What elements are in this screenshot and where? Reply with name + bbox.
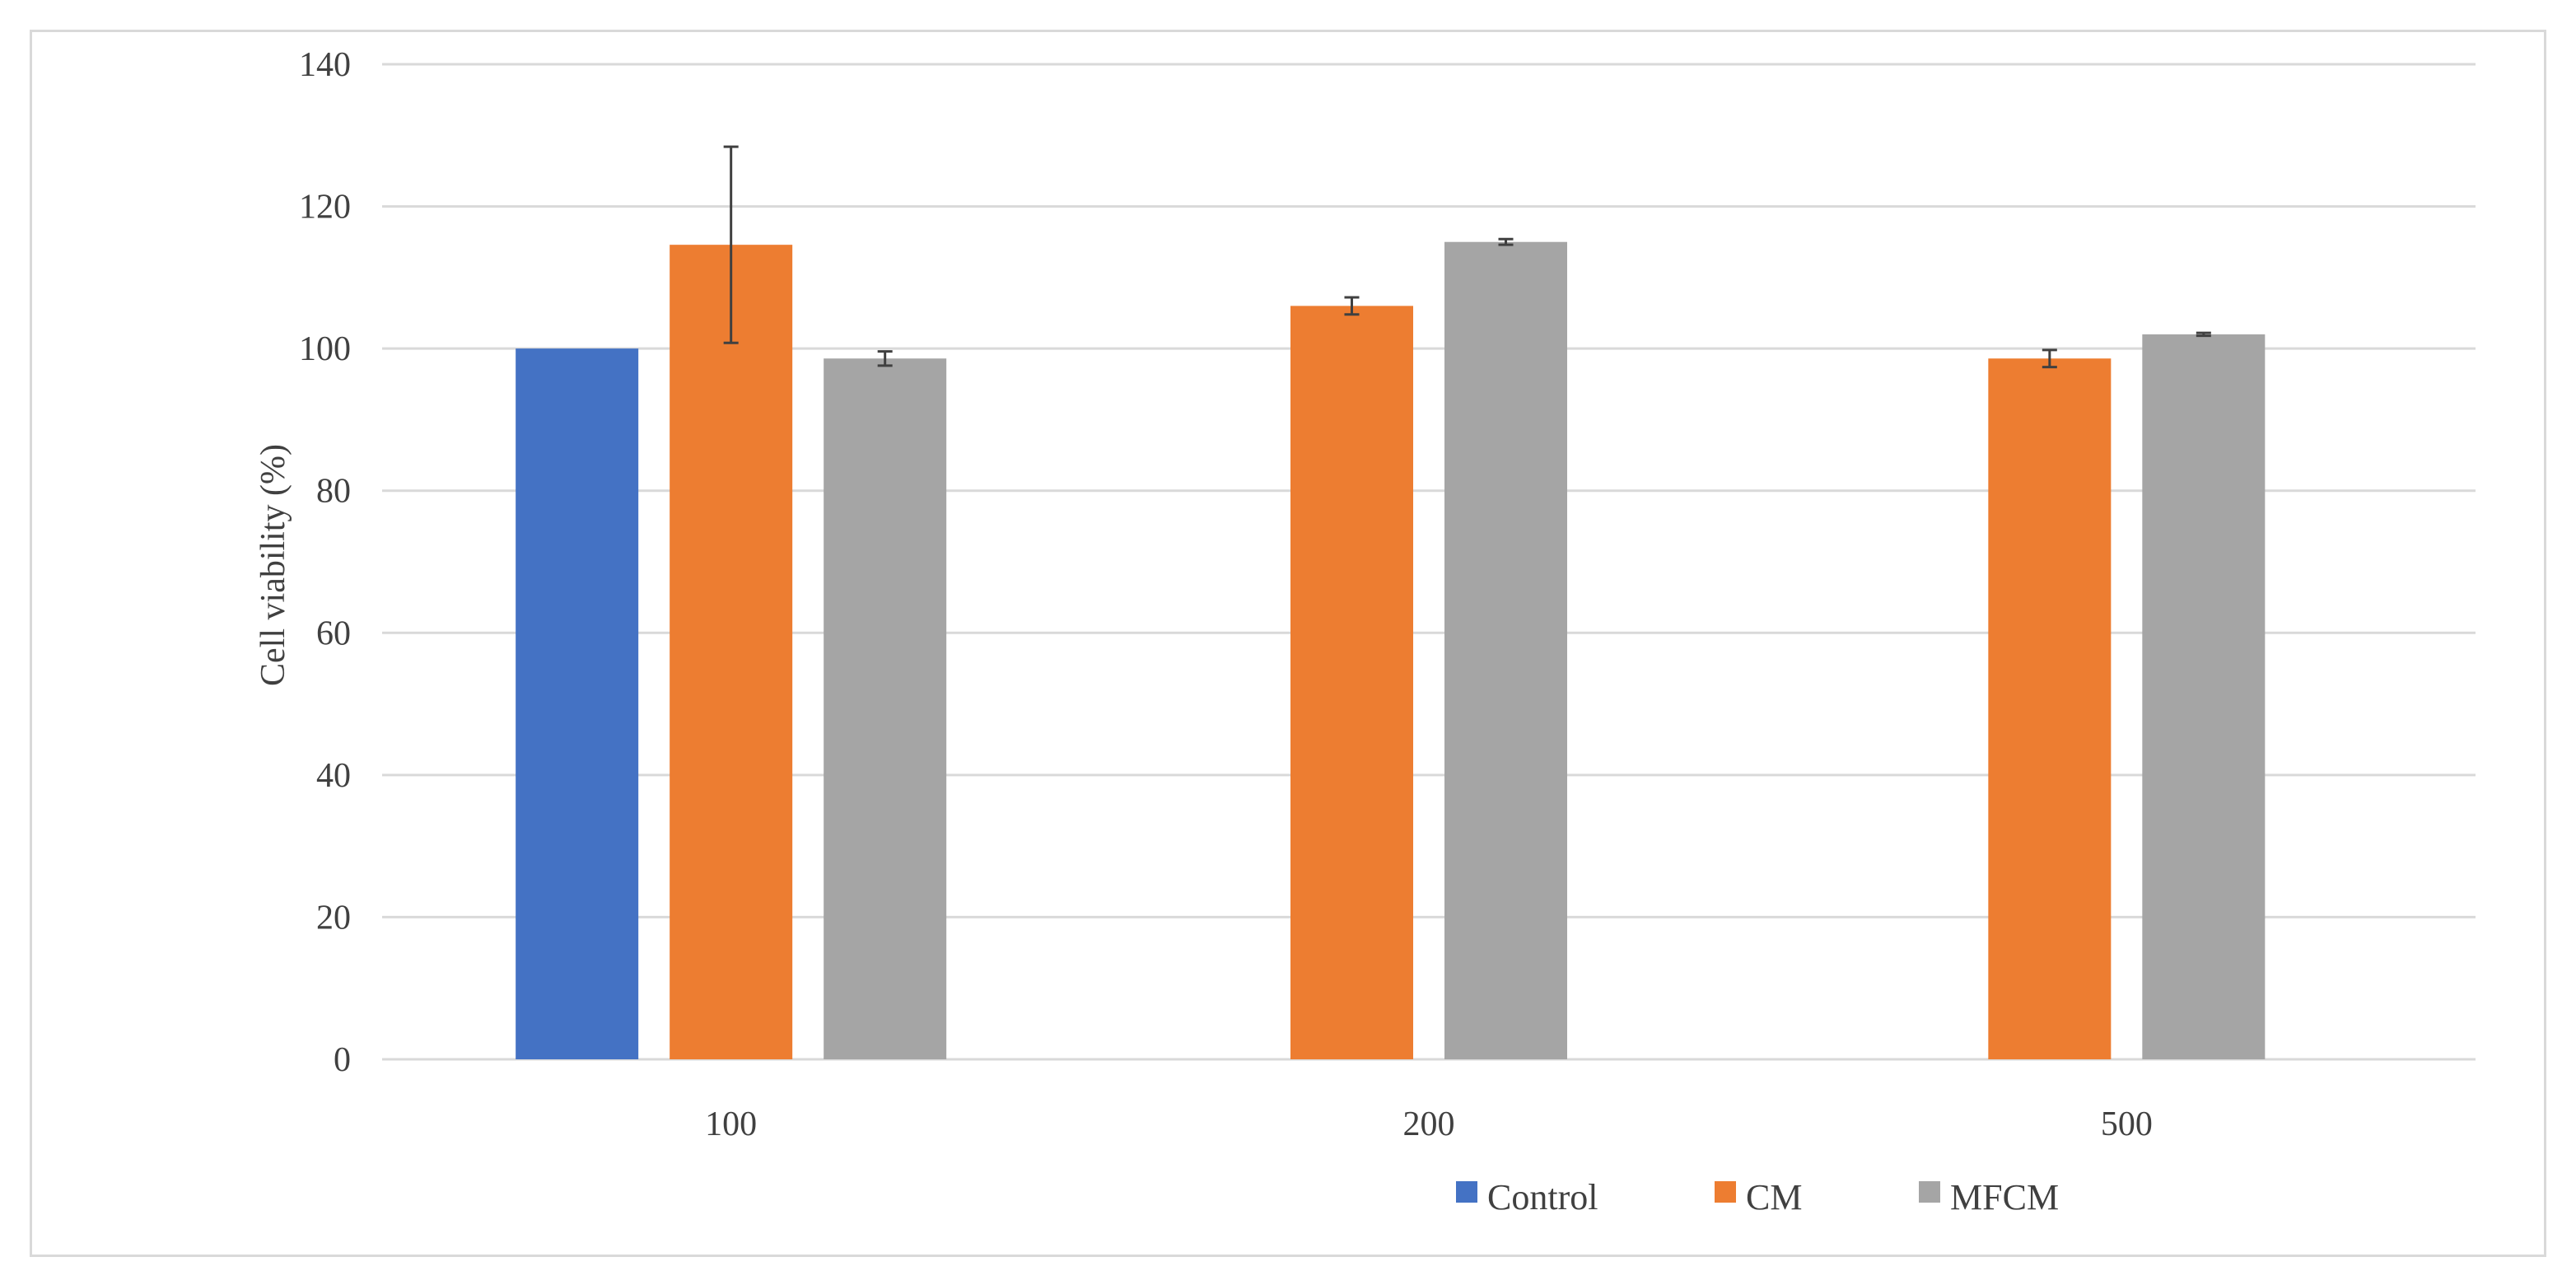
y-tick-label: 100 bbox=[299, 330, 351, 368]
error-bar-mfcm-500 bbox=[2196, 331, 2211, 338]
x-tick-label: 100 bbox=[705, 1105, 757, 1143]
x-tick-label: 200 bbox=[1403, 1105, 1455, 1143]
error-bar-mfcm-100 bbox=[877, 350, 893, 367]
bar-mfcm-200 bbox=[1444, 241, 1567, 1059]
legend-label: Control bbox=[1487, 1177, 1598, 1217]
legend: Control CM MFCM bbox=[1456, 1177, 2059, 1217]
bar-cm-100 bbox=[670, 245, 793, 1059]
error-bar-mfcm-200 bbox=[1498, 237, 1514, 246]
error-bar-cm-500 bbox=[2042, 348, 2057, 369]
y-tick-label: 60 bbox=[316, 614, 351, 652]
bar-cm-500 bbox=[1988, 358, 2112, 1059]
legend-label: MFCM bbox=[1950, 1177, 2059, 1217]
y-tick-label: 0 bbox=[334, 1041, 351, 1079]
legend-swatch bbox=[1456, 1181, 1477, 1203]
y-axis-title: Cell viability (%) bbox=[254, 444, 292, 686]
legend-swatch bbox=[1715, 1181, 1736, 1203]
y-tick-label: 80 bbox=[316, 473, 351, 511]
chart-frame bbox=[30, 30, 2546, 1257]
x-axis-ticks: 100 200 500 bbox=[705, 1105, 2153, 1143]
bar-cm-200 bbox=[1290, 306, 1413, 1059]
bar-control-100 bbox=[516, 348, 639, 1060]
x-tick-label: 500 bbox=[2101, 1105, 2153, 1143]
legend-item-mfcm: MFCM bbox=[1919, 1177, 2059, 1217]
legend-swatch bbox=[1919, 1181, 1940, 1203]
legend-item-control: Control bbox=[1456, 1177, 1598, 1217]
y-tick-label: 140 bbox=[299, 46, 351, 84]
error-bars bbox=[723, 145, 2211, 369]
error-bar-cm-100 bbox=[723, 145, 739, 344]
y-tick-label: 120 bbox=[299, 189, 351, 227]
bar-mfcm-100 bbox=[824, 358, 947, 1059]
y-tick-label: 40 bbox=[316, 757, 351, 795]
bars bbox=[516, 241, 2266, 1060]
legend-label: CM bbox=[1746, 1177, 1802, 1217]
legend-item-cm: CM bbox=[1715, 1177, 1802, 1217]
y-axis-ticks: 0 20 40 60 80 100 120 140 bbox=[299, 46, 351, 1079]
y-tick-label: 20 bbox=[316, 899, 351, 937]
bar-mfcm-500 bbox=[2142, 334, 2266, 1059]
error-bar-cm-200 bbox=[1344, 296, 1360, 316]
